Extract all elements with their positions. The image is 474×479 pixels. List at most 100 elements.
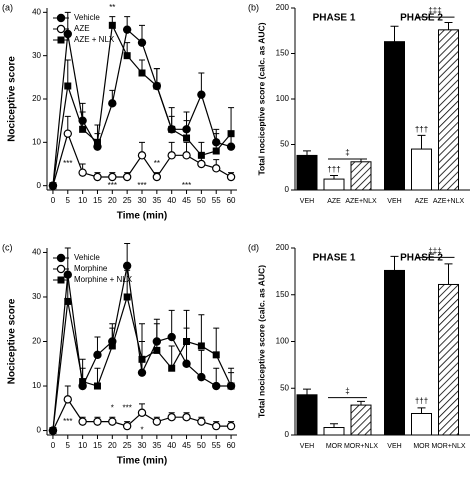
data-point [93, 417, 102, 426]
y-tick-label: 200 [276, 3, 290, 12]
bar [438, 283, 459, 436]
annotation: ††† [327, 165, 340, 174]
data-point [122, 421, 132, 431]
legend-marker [57, 36, 65, 44]
annotation: * [140, 426, 143, 435]
annotation: ††† [415, 396, 428, 405]
x-tick-label: VEH [387, 443, 401, 450]
legend-label: Morphine + NLX [74, 275, 133, 284]
annotation: *** [63, 417, 72, 426]
error-bar [417, 407, 426, 414]
annotation: *** [182, 181, 191, 190]
error-bar [444, 263, 453, 285]
data-point [152, 417, 162, 426]
annotation: ‡‡‡ [428, 6, 441, 15]
phase-label: PHASE 2 [400, 253, 443, 264]
annotation: ** [154, 159, 160, 168]
data-point [78, 417, 87, 426]
error-bar [168, 309, 175, 338]
legend-label: Morphine [74, 264, 108, 273]
error-bar [390, 25, 399, 42]
error-bar [124, 269, 131, 297]
x-tick-label: 60 [227, 196, 236, 205]
x-tick-label: 35 [152, 441, 161, 450]
data-point [212, 164, 221, 173]
y-tick-label: 100 [276, 337, 290, 346]
data-point [79, 125, 87, 133]
phase-label: PHASE 1 [313, 253, 356, 264]
x-tick-label: VEH [387, 198, 401, 205]
y-tick-label: 30 [32, 292, 41, 301]
bar [296, 394, 318, 436]
error-bar [64, 247, 71, 275]
x-tick-label: VEH [300, 443, 314, 450]
annotation: ** [109, 3, 115, 12]
y-tick-label: 10 [32, 381, 41, 390]
data-point [108, 172, 117, 182]
annotation: *** [108, 181, 117, 190]
y-axis-title: Total nociceptive score (calc. as AUC) [256, 22, 266, 175]
data-point [168, 125, 176, 133]
data-point [212, 381, 221, 391]
bar [411, 412, 432, 436]
data-point [197, 159, 206, 169]
data-point [197, 90, 206, 99]
y-tick-label: 40 [32, 7, 41, 16]
data-point [122, 261, 132, 271]
x-tick-label: 50 [197, 441, 206, 450]
bar [384, 41, 405, 191]
data-point [137, 38, 147, 47]
annotation: ‡ [345, 387, 349, 396]
data-point [93, 350, 102, 360]
error-bar [330, 423, 338, 428]
x-tick-label: 15 [93, 441, 102, 450]
x-tick-label: 35 [152, 196, 161, 205]
error-bar [303, 150, 311, 156]
data-point [167, 412, 176, 422]
x-tick-label: 40 [167, 441, 176, 450]
x-tick-label: VEH [300, 198, 314, 205]
x-tick-label: 15 [93, 196, 102, 205]
data-point [182, 359, 191, 368]
data-point [93, 138, 101, 146]
x-tick-label: 5 [66, 441, 71, 450]
panel-label: (c) [2, 242, 13, 252]
y-axis-title: Nociceptive score [7, 56, 18, 142]
data-point [197, 372, 206, 382]
data-point [197, 151, 205, 159]
x-tick-label: MOR+NLX [344, 443, 378, 450]
data-point [226, 142, 236, 151]
data-point [49, 427, 57, 435]
x-tick-label: 10 [78, 196, 87, 205]
data-point [123, 293, 131, 301]
data-point [93, 382, 101, 390]
legend-marker [57, 276, 65, 284]
error-bar [198, 314, 205, 346]
data-point [79, 378, 87, 386]
error-bar [139, 323, 145, 360]
bar [438, 29, 459, 191]
x-tick-label: AZE [327, 198, 341, 205]
x-tick-label: MOR+NLX [431, 443, 465, 450]
bar [296, 154, 318, 191]
x-tick-label: AZE [415, 198, 429, 205]
error-bar [79, 358, 86, 382]
data-point [108, 21, 116, 29]
x-tick-label: 20 [108, 441, 117, 450]
annotation: *** [63, 159, 72, 168]
x-tick-label: AZE+NLX [433, 198, 465, 205]
bar [323, 178, 345, 191]
error-bar [153, 323, 160, 351]
data-point [137, 151, 147, 160]
y-tick-label: 200 [276, 243, 290, 252]
data-point [153, 82, 161, 90]
x-tick-label: 40 [167, 196, 176, 205]
legend-marker [56, 24, 66, 34]
y-tick-label: 50 [280, 383, 289, 392]
error-bar [213, 327, 220, 355]
annotation: *** [122, 403, 131, 412]
bar [411, 148, 432, 191]
panel-label: (d) [248, 242, 259, 252]
data-point [122, 172, 132, 182]
data-point [212, 351, 220, 359]
